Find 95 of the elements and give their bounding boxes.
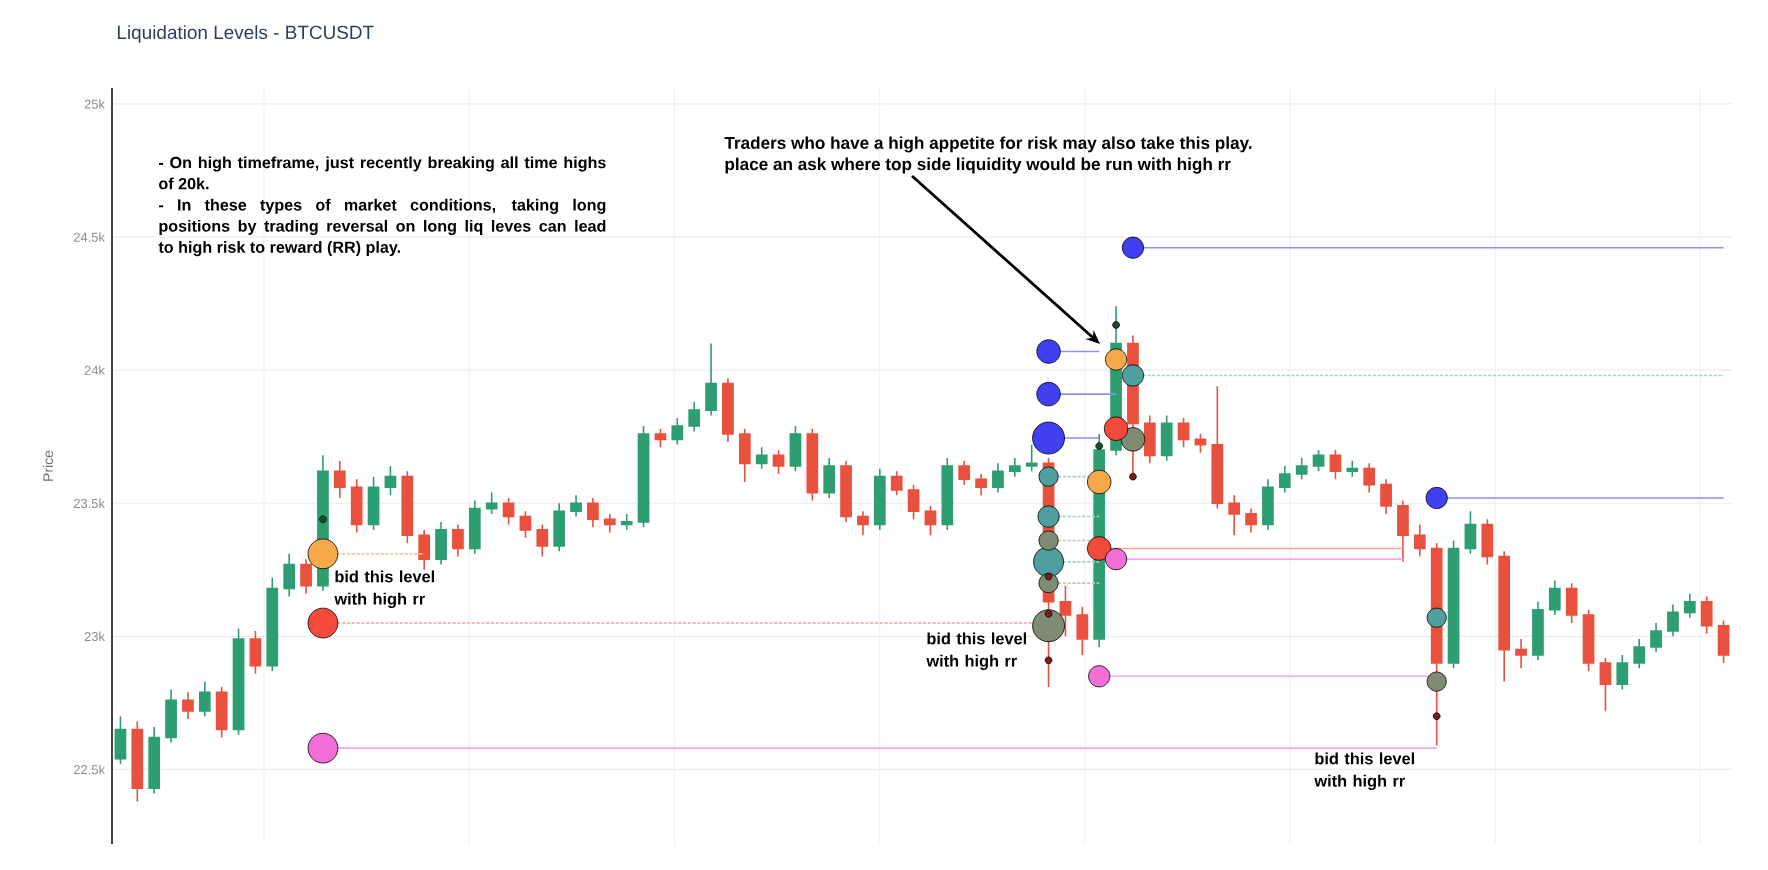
- point: [1112, 321, 1120, 329]
- annotation: - In these types of market conditions, taking long positions by trading reversal on long liq leves can lead to high risk to reward (RR) play.: [158, 198, 606, 257]
- candlestick: [705, 342, 717, 417]
- candlestick: [907, 483, 920, 521]
- candlestick: [1700, 595, 1713, 635]
- candlestick: [131, 720, 144, 803]
- candlestick: [1548, 579, 1561, 616]
- candlestick: [502, 497, 515, 526]
- annotation: place an ask where top side liquidity would be run with high rr: [725, 157, 1231, 174]
- candlestick: [603, 513, 616, 534]
- chart-title: Liquidation Levels - BTCUSDT: [117, 25, 374, 43]
- candlestick: [1633, 638, 1646, 670]
- candlestick: [333, 459, 346, 499]
- candlestick: [873, 467, 886, 531]
- point: [1129, 472, 1137, 481]
- candlestick: [485, 491, 498, 515]
- candlestick: [1295, 457, 1308, 481]
- candlestick: [553, 502, 566, 552]
- candlestick: [1228, 494, 1241, 536]
- candlestick: [941, 457, 954, 531]
- candlestick: [536, 523, 549, 558]
- candlestick: [468, 499, 481, 555]
- candlestick: [671, 417, 684, 446]
- point: [1432, 712, 1441, 721]
- candlestick: [1380, 478, 1392, 515]
- candlestick: [1076, 606, 1089, 656]
- candlestick: [570, 494, 582, 518]
- candlestick: [283, 553, 296, 598]
- candlestick: [1667, 603, 1679, 638]
- candlestick: [1498, 550, 1511, 683]
- candlestick: [435, 521, 447, 566]
- candlestick: [840, 459, 852, 523]
- candlestick: [1059, 584, 1072, 638]
- candlestick: [823, 457, 836, 499]
- candlestick: [1481, 518, 1494, 566]
- annotation: bid this level with high rr: [926, 632, 1027, 671]
- point: [1044, 609, 1053, 618]
- candlestick: [1008, 457, 1021, 478]
- candlestick: [1245, 507, 1257, 534]
- candlestick: [1397, 499, 1409, 563]
- candlestick: [755, 446, 768, 470]
- candlestick: [1143, 414, 1156, 465]
- candlestick: [1363, 462, 1376, 494]
- candlestick: [1599, 656, 1612, 712]
- candlestick: [992, 462, 1004, 494]
- annotation: bid this level with high rr: [1314, 752, 1415, 791]
- candlestick: [1160, 414, 1173, 462]
- point: [1095, 442, 1103, 450]
- candlestick: [182, 691, 194, 720]
- annotation: Traders who have a high appetite for risk may also take this play.: [724, 136, 1252, 153]
- candlestick: [738, 427, 751, 483]
- candlestick: [1025, 443, 1038, 473]
- candlestick: [1262, 478, 1274, 531]
- candlestick: [300, 558, 312, 595]
- candlestick: [587, 497, 599, 529]
- candlestick: [519, 510, 532, 539]
- candlestick: [958, 459, 971, 486]
- candlestick: [1278, 465, 1291, 494]
- candlestick: [772, 449, 785, 475]
- candlestick: [806, 427, 819, 502]
- candlestick: [1346, 459, 1359, 478]
- candlestick: [114, 715, 127, 765]
- candlestick: [266, 577, 279, 672]
- annotation: bid this level with high rr: [334, 570, 435, 609]
- candlestick: [1565, 582, 1578, 624]
- candlestick: [890, 470, 903, 497]
- candlestick: [1650, 622, 1662, 654]
- point: [319, 515, 327, 524]
- candlestick: [688, 401, 701, 433]
- candlestick: [452, 523, 464, 558]
- candlestick: [198, 680, 211, 718]
- candlestick: [924, 505, 937, 536]
- point: [1044, 572, 1053, 581]
- candlestick: [1683, 592, 1696, 619]
- candlestick: [857, 510, 869, 536]
- candlestick: [789, 425, 802, 473]
- point: [1044, 656, 1053, 665]
- candlestick: [1413, 523, 1426, 558]
- candlestick: [1616, 654, 1629, 691]
- candlestick: [148, 726, 161, 795]
- candlestick: [1532, 600, 1544, 662]
- annotation: - On high timeframe, just recently breaking all time highs of 20k.: [159, 156, 606, 190]
- candlestick: [1211, 385, 1224, 510]
- candlestick: [975, 473, 987, 497]
- candlestick: [722, 377, 734, 443]
- candlestick: [418, 529, 431, 571]
- candlestick: [1717, 619, 1730, 664]
- candlestick: [654, 427, 667, 449]
- candlestick: [350, 478, 363, 534]
- candlestick: [401, 470, 414, 544]
- candlestick: [165, 688, 177, 744]
- candlestick: [620, 513, 633, 531]
- candlestick: [384, 465, 397, 497]
- candlestick: [1515, 638, 1527, 670]
- candlestick: [215, 686, 228, 739]
